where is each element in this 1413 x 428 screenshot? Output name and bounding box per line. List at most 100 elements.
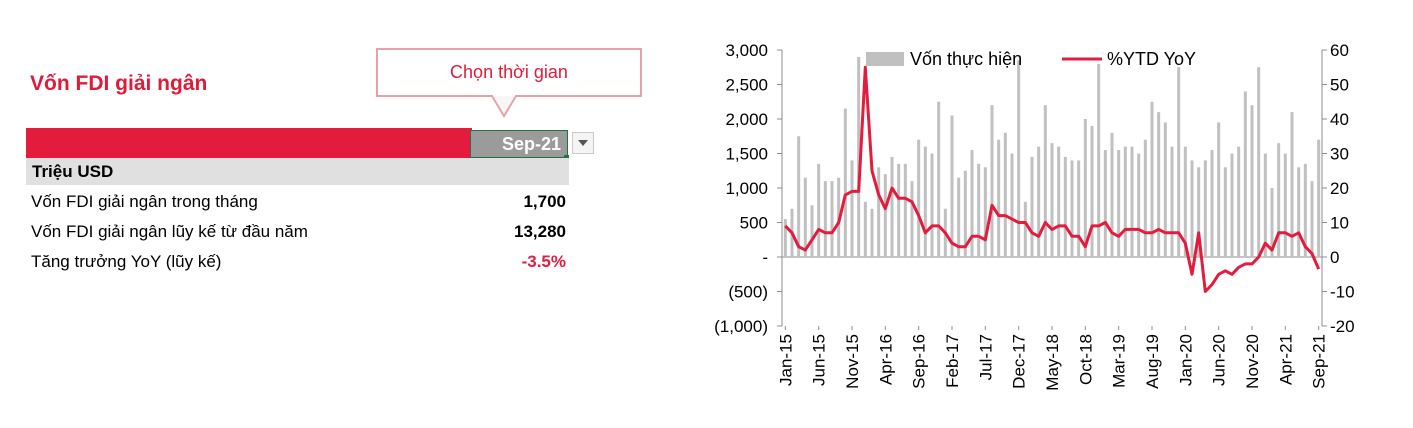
x-tick-label: Nov-15 — [843, 334, 862, 389]
bar — [1090, 125, 1094, 258]
bar — [1010, 153, 1014, 257]
bar — [1157, 112, 1161, 257]
y-tick-label-right: 60 — [1330, 41, 1349, 60]
bar — [1203, 160, 1207, 257]
x-tick-label: May-18 — [1043, 334, 1062, 391]
bar — [823, 181, 827, 257]
x-tick-label: Jun-15 — [810, 334, 829, 386]
bar — [1030, 156, 1034, 257]
y-tick-label-left: 3,000 — [725, 41, 768, 60]
bar — [1110, 132, 1114, 257]
y-tick-label-right: 20 — [1330, 179, 1349, 198]
y-tick-label-right: 40 — [1330, 110, 1349, 129]
callout-box — [376, 48, 642, 118]
bar — [850, 160, 854, 257]
bar — [883, 174, 887, 257]
bar — [1130, 146, 1134, 257]
bar — [1097, 63, 1101, 257]
bar — [1143, 139, 1147, 257]
bar — [1297, 167, 1301, 257]
bar — [970, 150, 974, 257]
row-value: 13,280 — [514, 222, 566, 241]
bar — [1283, 153, 1287, 257]
bar — [983, 167, 987, 257]
y-tick-label-left: 1,000 — [725, 179, 768, 198]
legend-line-label: %YTD YoY — [1107, 49, 1196, 69]
bar — [917, 139, 921, 257]
bar — [1237, 146, 1241, 257]
bar — [1117, 150, 1121, 257]
yoy-line — [784, 65, 1321, 293]
y-tick-label-left: - — [762, 248, 768, 267]
bar — [1210, 150, 1214, 257]
bar — [1163, 122, 1167, 257]
bar — [1043, 105, 1047, 257]
row-label: Vốn FDI giải ngân lũy kế từ đầu năm — [31, 222, 308, 241]
bar — [1057, 146, 1061, 257]
callout-text: Chọn thời gian — [450, 62, 568, 82]
bar — [977, 163, 981, 257]
bar — [1270, 188, 1274, 257]
bar — [1077, 160, 1081, 257]
y-tick-label-left: 1,500 — [725, 145, 768, 164]
y-tick-label-left: 2,000 — [725, 110, 768, 129]
bar — [997, 139, 1001, 257]
bar — [1137, 153, 1141, 257]
bar — [1230, 153, 1234, 257]
bar — [797, 136, 801, 257]
bar — [1290, 112, 1294, 257]
bar — [1170, 146, 1174, 257]
bar — [803, 177, 807, 257]
bar — [1250, 105, 1254, 257]
x-tick-label: Jan-15 — [776, 334, 795, 386]
y-tick-label-right: 0 — [1330, 248, 1339, 267]
bar — [1177, 67, 1181, 257]
bar — [870, 208, 874, 257]
bar — [897, 163, 901, 257]
bar — [817, 163, 821, 257]
y-tick-label-right: 10 — [1330, 214, 1349, 233]
bar — [950, 115, 954, 257]
bar — [783, 219, 787, 257]
bar — [1277, 143, 1281, 257]
bar — [810, 205, 814, 257]
bar — [910, 181, 914, 257]
legend-bar-label: Vốn thực hiện — [910, 49, 1022, 69]
bar — [937, 101, 941, 257]
bar — [1103, 150, 1107, 257]
bar — [1063, 156, 1067, 257]
bar — [1123, 146, 1127, 257]
bar — [1017, 60, 1021, 257]
x-tick-label: Apr-16 — [876, 334, 895, 385]
x-tick-label: Jun-20 — [1210, 334, 1229, 386]
period-selector[interactable]: Sep-21 — [470, 130, 568, 158]
y-tick-label-left: 500 — [740, 214, 768, 233]
header-red-bar — [26, 128, 472, 158]
y-tick-label-right: -20 — [1330, 317, 1355, 336]
bar — [857, 56, 861, 258]
bar — [1023, 201, 1027, 257]
legend-bar-swatch — [866, 52, 904, 66]
bar — [1317, 139, 1321, 257]
bar — [1257, 67, 1261, 257]
bar — [1190, 160, 1194, 257]
monthly-row: Vốn FDI giải ngân trong tháng 1,700 — [31, 188, 569, 216]
bar — [1217, 122, 1221, 257]
bar — [863, 201, 867, 257]
bar — [957, 177, 961, 257]
bar — [843, 108, 847, 258]
bar — [990, 105, 994, 257]
bar — [1150, 101, 1154, 257]
fdi-chart: (1,000)(500)-5001,0001,5002,0002,5003,00… — [714, 41, 1355, 391]
y-tick-label-right: 50 — [1330, 76, 1349, 95]
y-tick-label-right: -10 — [1330, 283, 1355, 302]
bar — [830, 181, 834, 257]
x-tick-label: Jan-20 — [1176, 334, 1195, 386]
bar — [903, 163, 907, 257]
period-dropdown-button[interactable] — [572, 132, 594, 154]
growth-row: Tăng trưởng YoY (lũy kế) -3.5% — [31, 248, 569, 276]
panel-title: Vốn FDI giải ngân — [30, 72, 208, 95]
bar — [1303, 163, 1307, 257]
bar — [1197, 167, 1201, 257]
bar — [963, 170, 967, 257]
